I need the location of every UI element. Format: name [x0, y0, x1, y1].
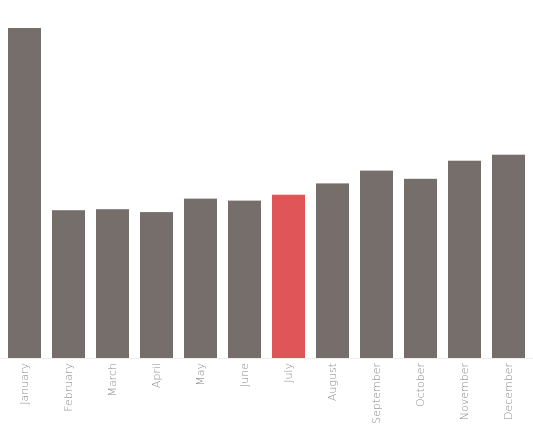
bar-april[interactable] [140, 212, 173, 358]
x-tick-label-november: November [458, 363, 471, 421]
x-axis-tick-labels: January February March April May June July Augu… [18, 363, 515, 424]
bar-november[interactable] [448, 160, 481, 358]
x-axis-baseline [0, 358, 533, 359]
x-tick-label-may: May [194, 363, 207, 386]
x-tick-label-december: December [502, 363, 515, 421]
x-tick-label-april: April [150, 363, 163, 388]
bar-september[interactable] [360, 170, 393, 358]
x-tick-label-march: March [106, 363, 119, 397]
bar-january[interactable] [8, 28, 41, 358]
bars-layer [0, 28, 533, 359]
x-tick-label-january: January [18, 363, 31, 405]
bar-february[interactable] [52, 210, 85, 358]
x-tick-label-august: August [326, 363, 339, 401]
bar-october[interactable] [404, 178, 437, 358]
bar-march[interactable] [96, 209, 129, 358]
x-tick-label-july: July [282, 363, 295, 383]
x-tick-label-september: September [370, 363, 383, 424]
x-tick-label-february: February [62, 363, 75, 412]
bar-july[interactable] [272, 194, 305, 358]
bar-december[interactable] [492, 154, 525, 358]
x-tick-label-june: June [238, 363, 251, 387]
bar-august[interactable] [316, 183, 349, 358]
bar-june[interactable] [228, 200, 261, 358]
x-tick-label-october: October [414, 363, 427, 407]
bar-may[interactable] [184, 198, 217, 358]
